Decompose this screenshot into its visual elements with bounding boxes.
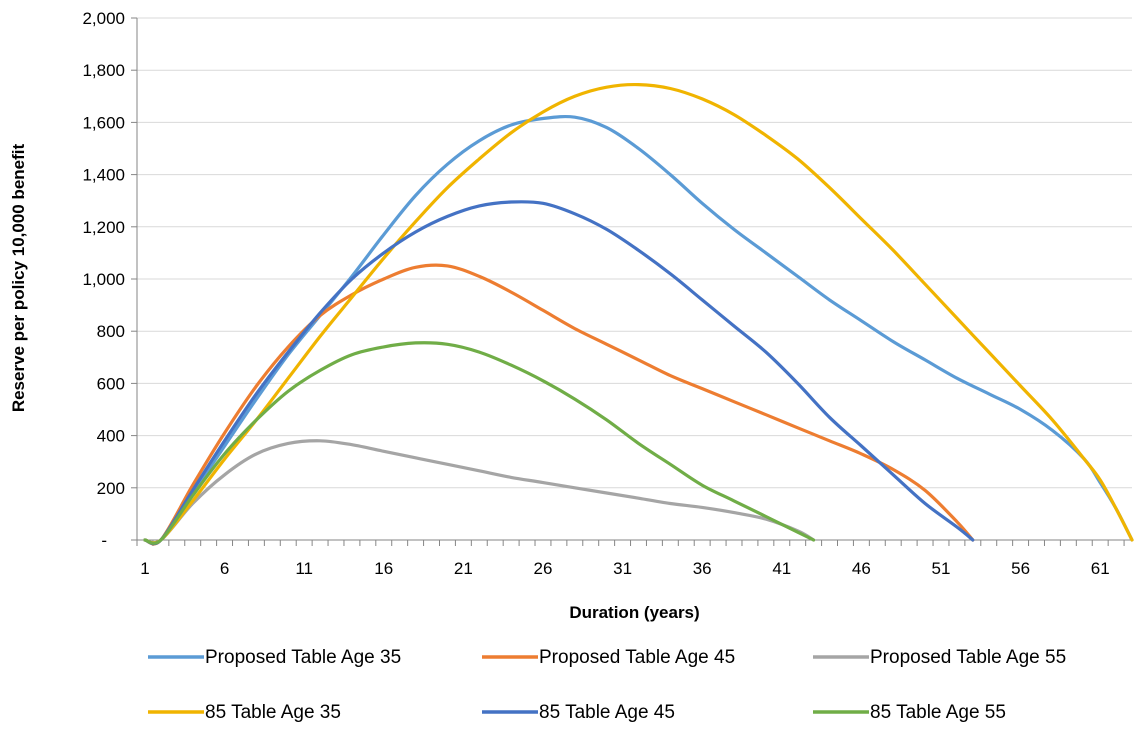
y-tick-label: 1,000 xyxy=(82,270,125,289)
x-tick-label: 36 xyxy=(693,559,712,578)
x-tick-label: 51 xyxy=(932,559,951,578)
x-tick-label: 61 xyxy=(1091,559,1110,578)
legend-label-85-table-age-45: 85 Table Age 45 xyxy=(539,702,675,723)
y-tick-label: 1,200 xyxy=(82,218,125,237)
x-tick-label: 21 xyxy=(454,559,473,578)
x-tick-label: 41 xyxy=(772,559,791,578)
y-tick-label: 400 xyxy=(97,427,125,446)
series-line-85-table-age-55 xyxy=(143,341,816,545)
x-tick-label: 6 xyxy=(220,559,229,578)
y-tick-label: 1,600 xyxy=(82,113,125,132)
x-tick-label: 31 xyxy=(613,559,632,578)
series-line-proposed-table-age-45 xyxy=(143,263,975,546)
y-tick-label: 800 xyxy=(97,322,125,341)
legend-label-proposed-table-age-55: Proposed Table Age 55 xyxy=(870,647,1066,668)
gridlines xyxy=(137,17,1132,489)
legend-label-proposed-table-age-35: Proposed Table Age 35 xyxy=(205,647,401,668)
x-tick-label: 16 xyxy=(374,559,393,578)
legend-label-85-table-age-55: 85 Table Age 55 xyxy=(870,702,1006,723)
series-line-85-table-age-35 xyxy=(143,82,1134,545)
y-tick-label: 1,400 xyxy=(82,166,125,185)
series-line-85-table-age-45 xyxy=(143,200,975,546)
y-tick-label: 2,000 xyxy=(82,9,125,28)
y-axis-title: Reserve per policy 10,000 benefit xyxy=(9,143,28,412)
axes: - 200 400 600 800 1,000 1,200 1,400 1,600 1,800 2,… xyxy=(82,9,1132,578)
y-tick-label: 1,800 xyxy=(82,61,125,80)
series-line-proposed-table-age-35 xyxy=(143,114,1134,546)
y-tick-label: 600 xyxy=(97,374,125,393)
x-tick-label: 56 xyxy=(1011,559,1030,578)
legend: Proposed Table Age 35 Proposed Table Age … xyxy=(148,647,1066,723)
x-tick-label: 46 xyxy=(852,559,871,578)
y-tick-label: 200 xyxy=(97,479,125,498)
y-tick-label: - xyxy=(101,531,107,550)
x-axis-title: Duration (years) xyxy=(569,603,699,622)
x-tick-label: 1 xyxy=(140,559,149,578)
legend-label-proposed-table-age-45: Proposed Table Age 45 xyxy=(539,647,735,668)
series-line-proposed-table-age-55 xyxy=(143,439,816,545)
x-tick-label: 26 xyxy=(534,559,553,578)
legend-label-85-table-age-35: 85 Table Age 35 xyxy=(205,702,341,723)
series-lines xyxy=(143,82,1134,546)
x-tick-label: 11 xyxy=(295,559,313,578)
